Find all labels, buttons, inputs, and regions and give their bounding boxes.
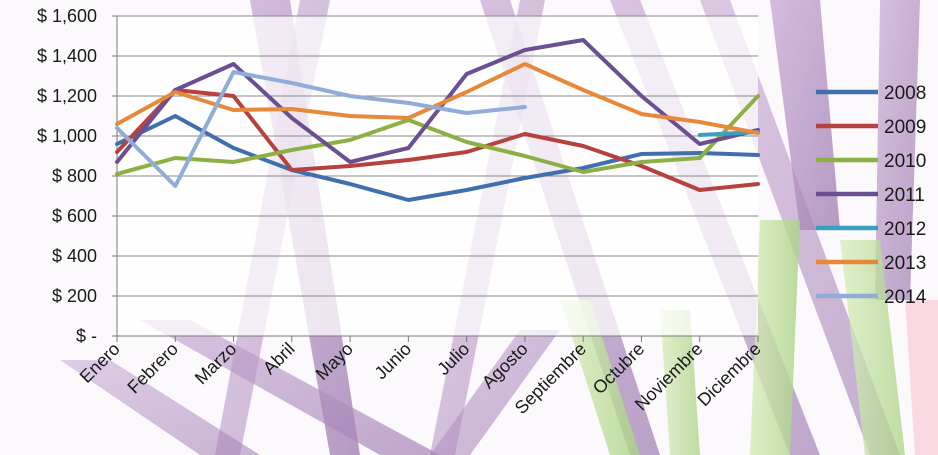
series-lines	[115, 38, 760, 202]
legend-label-2008: 2008	[884, 83, 926, 104]
y-tick-label: $ 1,200	[37, 86, 97, 106]
x-tick-label: Diciembre	[693, 339, 764, 410]
y-tick-label: $ 400	[52, 246, 97, 266]
series-line-2011	[115, 38, 760, 164]
x-tick-label: Mayo	[312, 339, 357, 384]
x-tick-label: Julio	[433, 339, 473, 379]
x-axis-ticks: Enero Febrero Marzo Abril Mayo Junio Julio Agos…	[76, 336, 765, 418]
y-tick-label: $ -	[76, 326, 97, 346]
x-tick-label: Agosto	[478, 339, 532, 393]
series-line-2014	[115, 70, 527, 188]
y-tick-label: $ 1,400	[37, 46, 97, 66]
y-axis-ticks: $ - $ 200 $ 400 $ 600 $ 800 $ 1,000 $ 1,200 $ 1…	[37, 6, 117, 346]
y-tick-label: $ 200	[52, 286, 97, 306]
legend-label-2012: 2012	[884, 219, 926, 240]
x-tick-label: Marzo	[191, 339, 241, 389]
series-line-2010	[115, 94, 760, 176]
y-tick-label: $ 800	[52, 166, 97, 186]
series-line-2013	[115, 62, 760, 135]
legend-label-2009: 2009	[884, 117, 926, 138]
x-tick-label: Febrero	[123, 339, 182, 398]
x-tick-label: Abril	[259, 339, 299, 379]
legend-label-2010: 2010	[884, 151, 926, 172]
legend-label-2011: 2011	[884, 185, 925, 206]
gridlines	[117, 15, 758, 297]
legend-label-2013: 2013	[884, 253, 926, 274]
legend: 2008 2009 2010 2011 2012 2013 2014	[816, 83, 927, 308]
y-tick-label: $ 1,600	[37, 6, 97, 26]
series-line-2008	[115, 114, 760, 202]
x-tick-label: Octubre	[589, 339, 648, 398]
legend-label-2014: 2014	[884, 287, 927, 308]
y-tick-label: $ 600	[52, 206, 97, 226]
y-tick-label: $ 1,000	[37, 126, 97, 146]
x-tick-label: Junio	[371, 339, 416, 384]
